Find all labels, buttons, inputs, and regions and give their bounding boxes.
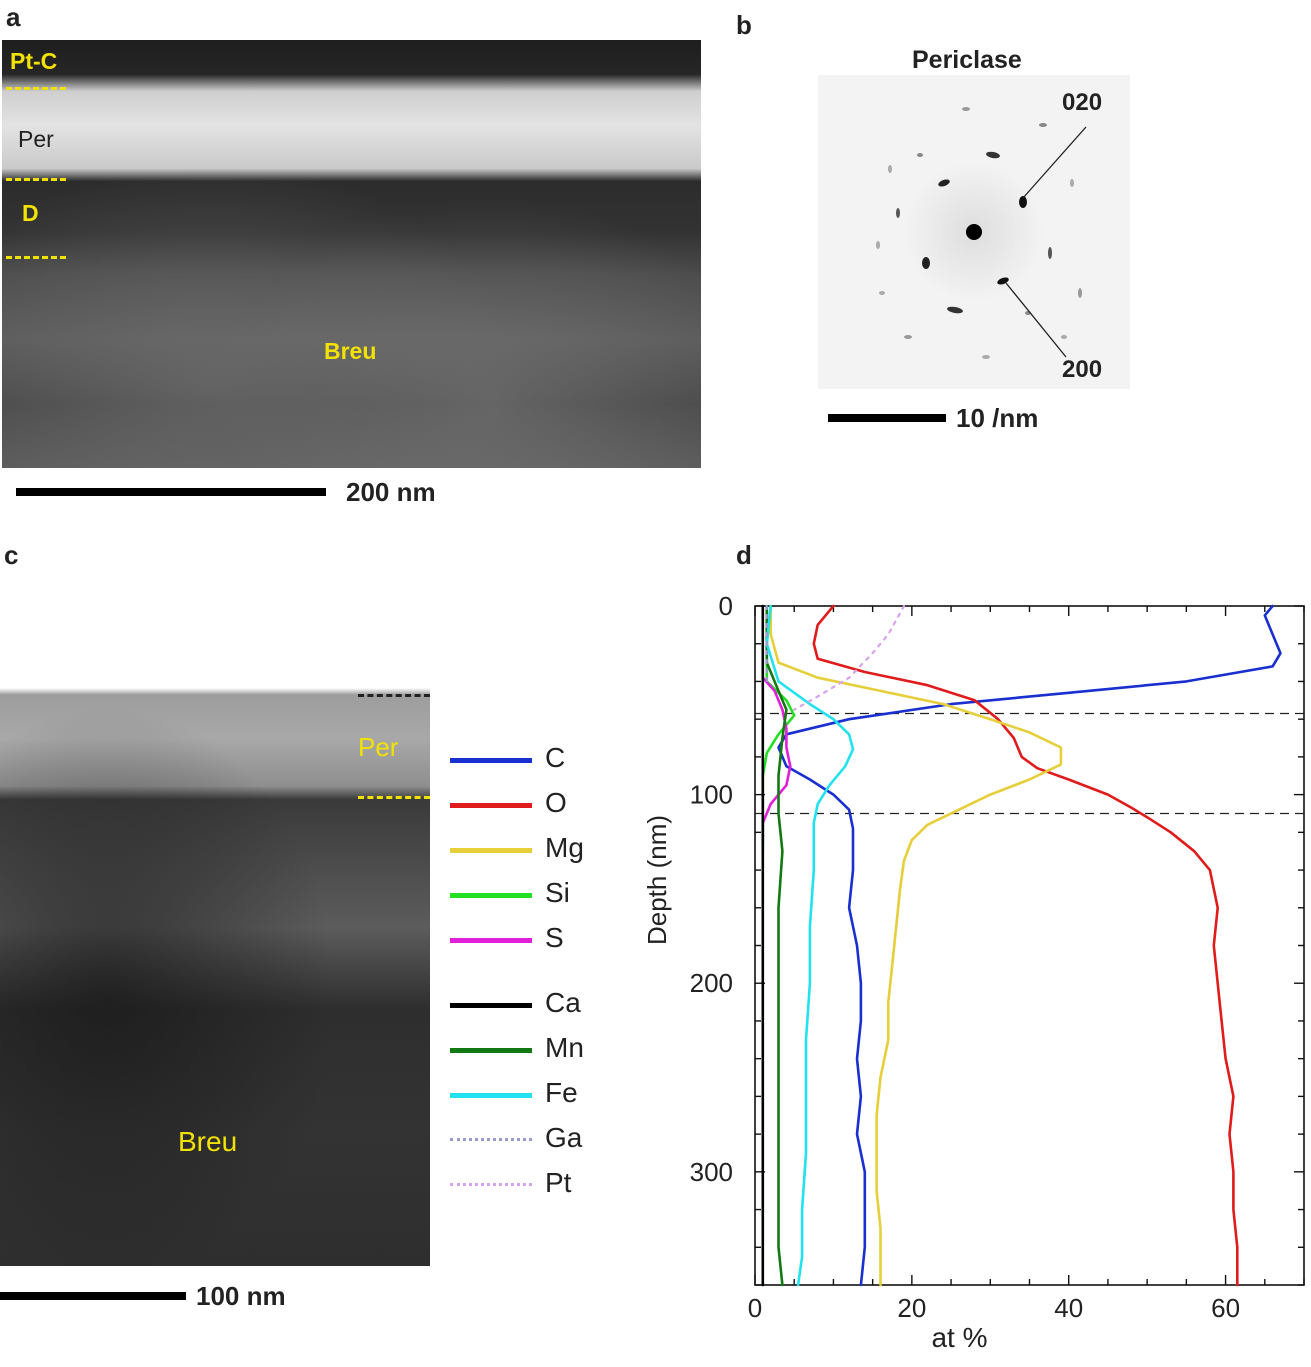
- panel-letter-a: a: [6, 2, 21, 32]
- x-tick-label: 60: [1211, 1293, 1240, 1323]
- legend-label: C: [545, 742, 566, 773]
- label-breu-c: Breu: [178, 1126, 238, 1157]
- spot: [962, 107, 970, 111]
- x-axis-label: at %: [931, 1322, 987, 1353]
- series-fe: [765, 604, 855, 1287]
- legend-swatch: [450, 938, 532, 943]
- y-axis-label: Depth (nm): [642, 815, 672, 945]
- spot: [896, 208, 900, 218]
- label-per-c: Per: [358, 732, 399, 762]
- series-mn: [765, 604, 788, 1287]
- label-020: 020: [1062, 89, 1103, 116]
- spot: [1039, 123, 1047, 127]
- legend-label: Fe: [545, 1077, 578, 1108]
- spot: [986, 151, 1000, 159]
- spot: [982, 355, 990, 359]
- legend-swatch: [450, 1048, 532, 1053]
- series-s: [761, 676, 792, 844]
- label-pt-c: Pt-C: [10, 48, 58, 74]
- legend-swatch: [450, 1183, 532, 1186]
- diffraction-pattern: [818, 75, 1130, 389]
- legend-label: Ga: [545, 1122, 583, 1153]
- legend-label: Mn: [545, 1032, 584, 1063]
- legend-swatch: [450, 1093, 532, 1098]
- boundary-per-d: [6, 178, 66, 181]
- panel-letter-d: d: [736, 540, 752, 570]
- y-tick-label: 200: [690, 968, 733, 998]
- spot: [1070, 179, 1074, 187]
- legend-label: O: [545, 787, 567, 818]
- boundary-d-breu: [6, 256, 66, 259]
- legend-label: Ca: [545, 987, 581, 1018]
- legend-item-ca: Ca: [450, 985, 600, 1025]
- spot: [1061, 335, 1067, 339]
- spot: [876, 241, 880, 249]
- legend-item-pt: Pt: [450, 1165, 600, 1205]
- spot-020: [1019, 196, 1027, 208]
- scalebar-a: [16, 488, 326, 496]
- scalebar-b-text: 10 /nm: [956, 403, 1039, 433]
- spot: [1078, 288, 1082, 298]
- boundary-bottom: [358, 796, 430, 799]
- legend-swatch: [450, 758, 532, 763]
- legend-item-mn: Mn: [450, 1030, 600, 1070]
- leader-020: [1022, 126, 1087, 199]
- legend-label: Mg: [545, 832, 584, 863]
- saed-title: Periclase: [912, 46, 1022, 74]
- legend-swatch: [450, 1138, 532, 1141]
- legend-swatch: [450, 1003, 532, 1008]
- central-beam: [966, 224, 982, 240]
- panel-letter-b: b: [736, 10, 752, 40]
- x-tick-label: 40: [1054, 1293, 1083, 1323]
- label-d: D: [22, 200, 39, 226]
- spot: [947, 306, 963, 314]
- legend-label: Si: [545, 877, 570, 908]
- diffraction-spots: [876, 107, 1087, 359]
- plot-frame: [754, 605, 1305, 1286]
- spot: [888, 165, 892, 173]
- spot: [1048, 247, 1052, 259]
- series-pt: [793, 604, 906, 711]
- tem-image-c: Per Breu: [0, 590, 430, 1266]
- boundary-top: [358, 694, 430, 697]
- legend-swatch: [450, 893, 532, 898]
- legend-label: Pt: [545, 1167, 572, 1198]
- legend-item-ga: Ga: [450, 1120, 600, 1160]
- y-tick-label: 300: [690, 1157, 733, 1187]
- spot: [938, 179, 950, 187]
- series-c: [777, 604, 1282, 1287]
- scalebar-c-text: 100 nm: [196, 1281, 286, 1311]
- legend-item-o: O: [450, 785, 600, 825]
- spot: [904, 335, 912, 339]
- legend-item-s: S: [450, 920, 600, 960]
- depth-profile-chart: 0 20 40 60 0 100 200 300 at % Depth (nm): [642, 591, 1305, 1353]
- x-tick-label: 20: [897, 1293, 926, 1323]
- legend-item-mg: Mg: [450, 830, 600, 870]
- spot-200: [997, 277, 1009, 285]
- boundary-ptc-per: [6, 87, 66, 90]
- scalebar-a-text: 200 nm: [346, 477, 436, 507]
- legend-item-c: C: [450, 740, 600, 780]
- legend-label: S: [545, 922, 564, 953]
- label-breu: Breu: [324, 338, 377, 364]
- panel-letter-c: c: [4, 540, 19, 570]
- series-o: [812, 604, 1239, 1287]
- label-200: 200: [1062, 356, 1103, 383]
- legend-swatch: [450, 803, 532, 808]
- tem-image-a: Pt-C Per D Breu: [2, 40, 701, 468]
- spot: [879, 291, 885, 295]
- x-tick-label: 0: [748, 1293, 762, 1323]
- spot: [917, 153, 923, 157]
- legend-swatch: [450, 848, 532, 853]
- leader-200: [1005, 282, 1067, 358]
- legend-item-fe: Fe: [450, 1075, 600, 1115]
- y-tick-label: 100: [690, 780, 733, 810]
- label-per: Per: [18, 126, 54, 152]
- series-mg: [769, 604, 1063, 1287]
- scalebar-c: [0, 1292, 186, 1300]
- scalebar-b: [828, 414, 946, 422]
- legend-item-si: Si: [450, 875, 600, 915]
- y-tick-label: 0: [719, 591, 733, 621]
- spot: [922, 257, 930, 269]
